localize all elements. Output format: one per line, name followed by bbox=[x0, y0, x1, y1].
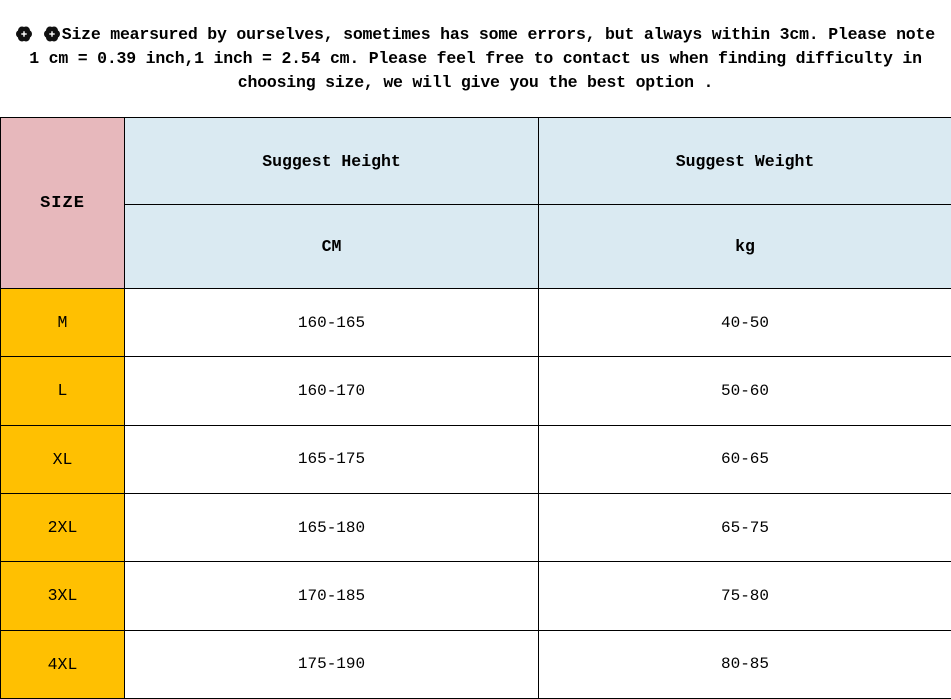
table-row: 3XL 170-185 75-80 bbox=[0, 561, 951, 631]
size-note: Size mearsured by ourselves, sometimes h… bbox=[0, 0, 951, 117]
weight-cell: 75-80 bbox=[538, 561, 951, 631]
height-cell: 175-190 bbox=[124, 629, 539, 699]
note-line-3: choosing size, we will give you the best… bbox=[237, 72, 714, 92]
height-cell: 160-170 bbox=[124, 356, 539, 426]
size-cell: 3XL bbox=[0, 561, 125, 631]
size-chart-table: SIZE Suggest Height Suggest Weight CM kg… bbox=[0, 117, 951, 699]
note-line-1: Size mearsured by ourselves, sometimes h… bbox=[0, 23, 951, 47]
weight-cell: 60-65 bbox=[538, 424, 951, 494]
florette-icon bbox=[43, 23, 60, 47]
weight-cell: 40-50 bbox=[538, 287, 951, 358]
suggest-weight-header: Suggest Weight bbox=[538, 117, 951, 205]
weight-cell: 65-75 bbox=[538, 492, 951, 563]
height-cell: 165-175 bbox=[124, 424, 539, 494]
weight-unit-header: kg bbox=[538, 204, 951, 289]
size-cell: L bbox=[0, 356, 125, 426]
table-row: 4XL 175-190 80-85 bbox=[0, 629, 951, 699]
size-cell: XL bbox=[0, 424, 125, 494]
size-cell: 2XL bbox=[0, 492, 125, 563]
size-cell: 4XL bbox=[0, 629, 125, 699]
florette-icon bbox=[16, 23, 33, 47]
weight-cell: 50-60 bbox=[538, 356, 951, 426]
table-row: M 160-165 40-50 bbox=[0, 287, 951, 358]
size-cell: M bbox=[0, 287, 125, 358]
table-row: 2XL 165-180 65-75 bbox=[0, 492, 951, 563]
height-cell: 170-185 bbox=[124, 561, 539, 631]
height-cell: 165-180 bbox=[124, 492, 539, 563]
size-corner-header: SIZE bbox=[0, 117, 125, 289]
height-unit-header: CM bbox=[124, 204, 539, 289]
height-cell: 160-165 bbox=[124, 287, 539, 358]
suggest-height-header: Suggest Height bbox=[124, 117, 539, 205]
weight-cell: 80-85 bbox=[538, 629, 951, 699]
note-text-1: Size mearsured by ourselves, sometimes h… bbox=[61, 24, 935, 44]
table-row: L 160-170 50-60 bbox=[0, 356, 951, 426]
table-row: XL 165-175 60-65 bbox=[0, 424, 951, 494]
note-line-2: 1 cm = 0.39 inch,1 inch = 2.54 cm. Pleas… bbox=[29, 48, 922, 68]
